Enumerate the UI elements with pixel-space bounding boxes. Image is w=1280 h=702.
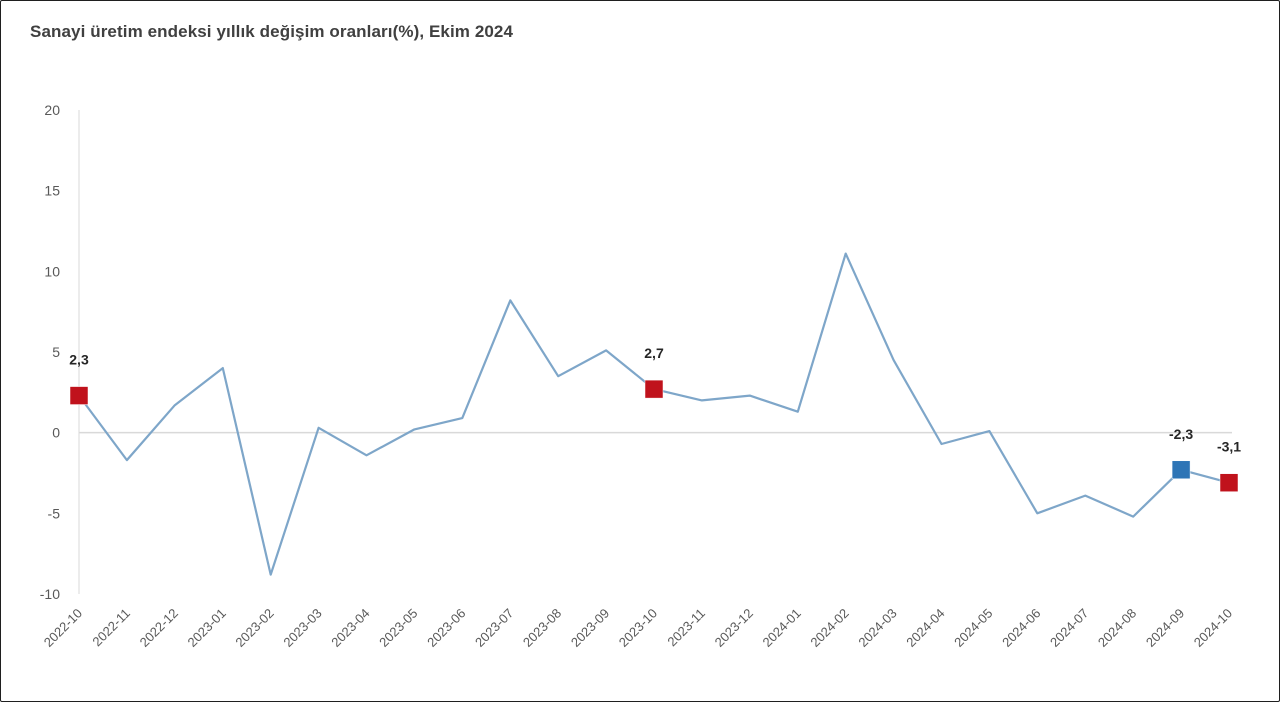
data-label: 2,3 [69, 352, 89, 368]
data-label: -3,1 [1217, 439, 1241, 455]
x-tick-label: 2024-09 [1143, 606, 1187, 650]
x-axis-ticks: 2022-10 2022-11 2022-12 2023-01 2023-02 2023-… [41, 606, 1235, 650]
highlight-marker [69, 386, 89, 405]
y-tick-label: 15 [44, 183, 60, 199]
highlight-marker [1171, 460, 1191, 480]
series-lines [78, 252, 1230, 576]
y-axis-ticks: 20 15 10 5 0 -5 -10 [40, 102, 60, 602]
x-tick-label: 2023-08 [520, 606, 564, 650]
x-tick-label: 2024-01 [760, 606, 804, 650]
y-tick-label: 0 [52, 425, 60, 441]
x-tick-label: 2023-11 [664, 606, 708, 650]
x-tick-label: 2022-11 [89, 606, 133, 650]
x-tick-label: 2024-07 [1047, 606, 1091, 650]
x-tick-label: 2023-10 [616, 606, 660, 650]
x-tick-label: 2024-10 [1191, 606, 1235, 650]
x-tick-label: 2023-02 [232, 606, 276, 650]
x-tick-label: 2023-07 [472, 606, 516, 650]
chart-title: Sanayi üretim endeksi yıllık değişim ora… [30, 22, 514, 41]
y-tick-label: 20 [44, 102, 60, 118]
x-tick-label: 2022-10 [41, 606, 85, 650]
x-tick-label: 2023-03 [280, 606, 324, 650]
y-tick-label: -10 [40, 586, 60, 602]
highlight-marker [1219, 473, 1239, 492]
y-tick-label: 10 [44, 263, 60, 279]
highlight-marker [644, 379, 664, 399]
x-tick-label: 2024-08 [1095, 606, 1139, 650]
x-tick-label: 2023-12 [712, 606, 756, 650]
data-label: 2,7 [644, 345, 664, 361]
x-tick-label: 2024-02 [807, 606, 851, 650]
x-tick-label: 2023-01 [185, 606, 229, 650]
x-tick-label: 2022-12 [137, 606, 181, 650]
highlight-markers [69, 379, 1239, 492]
y-tick-label: 5 [52, 344, 60, 360]
data-labels: 2,3 2,7 -2,3 -3,1 [69, 345, 1241, 455]
x-tick-label: 2024-06 [999, 606, 1043, 650]
x-tick-label: 2024-03 [855, 606, 899, 650]
x-tick-label: 2023-09 [568, 606, 612, 650]
x-tick-label: 2024-04 [903, 606, 947, 650]
x-tick-label: 2023-06 [424, 606, 468, 650]
data-label: -2,3 [1169, 426, 1193, 442]
series-line [78, 252, 1230, 576]
x-tick-label: 2024-05 [951, 606, 995, 650]
x-tick-label: 2023-04 [328, 606, 372, 650]
y-tick-label: -5 [48, 505, 61, 521]
x-tick-label: 2023-05 [376, 606, 420, 650]
